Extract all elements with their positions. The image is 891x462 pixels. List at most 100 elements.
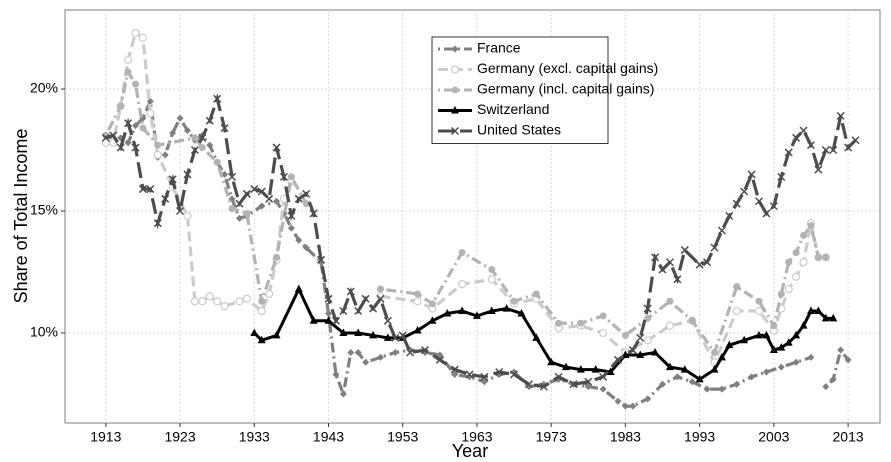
marker — [153, 219, 162, 228]
marker — [740, 187, 749, 196]
marker — [250, 328, 259, 336]
marker — [829, 375, 837, 383]
marker — [450, 65, 460, 74]
marker — [665, 362, 674, 371]
x-tick-label: 1963 — [461, 429, 492, 445]
marker — [822, 383, 830, 391]
marker — [450, 365, 459, 374]
marker — [628, 346, 637, 355]
marker — [273, 253, 281, 261]
marker — [703, 258, 712, 267]
marker — [451, 86, 459, 94]
marker — [309, 209, 318, 218]
marker — [851, 136, 860, 145]
marker — [235, 214, 243, 222]
marker — [717, 226, 726, 235]
marker — [354, 348, 362, 356]
marker — [844, 143, 853, 152]
marker — [555, 319, 563, 327]
marker — [606, 367, 615, 376]
marker — [428, 300, 436, 308]
marker — [295, 236, 303, 244]
y-axis-label: Share of Total Income — [11, 129, 31, 304]
marker — [206, 141, 214, 149]
marker — [451, 45, 459, 53]
marker — [777, 363, 785, 371]
marker — [800, 231, 808, 239]
marker — [599, 385, 607, 393]
marker — [413, 297, 422, 306]
marker — [822, 253, 830, 261]
legend-label: Germany (incl. capital gains) — [477, 81, 654, 97]
legend-label: Switzerland — [477, 101, 549, 117]
marker — [420, 346, 430, 355]
marker — [725, 211, 734, 220]
marker — [183, 127, 191, 135]
marker — [629, 402, 637, 410]
marker — [836, 111, 845, 120]
marker — [183, 211, 192, 220]
marker — [458, 248, 466, 256]
marker — [695, 260, 704, 269]
marker — [414, 290, 422, 298]
x-tick-label: 1943 — [313, 429, 344, 445]
marker — [198, 133, 207, 142]
marker — [673, 373, 681, 381]
marker — [273, 197, 281, 205]
marker — [517, 308, 526, 317]
marker — [562, 362, 571, 371]
marker — [792, 358, 800, 366]
marker — [495, 367, 504, 377]
marker — [220, 124, 229, 133]
marker — [658, 265, 667, 274]
marker — [161, 194, 170, 203]
marker — [154, 141, 162, 149]
marker — [309, 316, 318, 324]
marker — [792, 330, 801, 339]
marker — [807, 222, 815, 230]
marker — [806, 141, 816, 150]
marker — [480, 372, 489, 381]
marker — [258, 297, 266, 305]
marker — [554, 372, 563, 381]
marker — [584, 383, 592, 391]
marker — [821, 145, 830, 155]
marker — [651, 347, 660, 356]
marker — [451, 370, 459, 378]
marker — [599, 328, 608, 338]
marker — [242, 294, 251, 303]
marker — [406, 348, 415, 357]
marker — [213, 297, 222, 306]
marker — [294, 284, 303, 293]
marker — [748, 373, 756, 381]
marker — [539, 382, 548, 391]
marker — [361, 294, 370, 303]
marker — [117, 102, 125, 110]
x-tick-label: 2003 — [758, 429, 789, 445]
marker — [806, 306, 815, 315]
x-tick-label: 2013 — [833, 429, 864, 445]
marker — [376, 285, 384, 293]
x-tick-label: 1953 — [387, 429, 418, 445]
marker — [643, 336, 652, 345]
marker — [190, 297, 199, 306]
marker — [710, 348, 718, 356]
marker — [733, 283, 741, 291]
marker — [644, 395, 652, 403]
marker — [754, 197, 764, 206]
marker — [391, 333, 400, 342]
marker — [465, 370, 474, 379]
marker — [339, 306, 348, 316]
x-tick-label: 1993 — [684, 429, 715, 445]
marker — [190, 145, 199, 155]
marker — [799, 258, 808, 267]
series-line — [104, 67, 308, 302]
marker — [398, 331, 407, 340]
marker — [436, 351, 444, 359]
marker — [784, 338, 793, 346]
marker — [792, 133, 801, 142]
marker — [243, 209, 251, 217]
marker — [250, 185, 259, 194]
marker — [777, 343, 786, 351]
marker — [443, 308, 452, 317]
